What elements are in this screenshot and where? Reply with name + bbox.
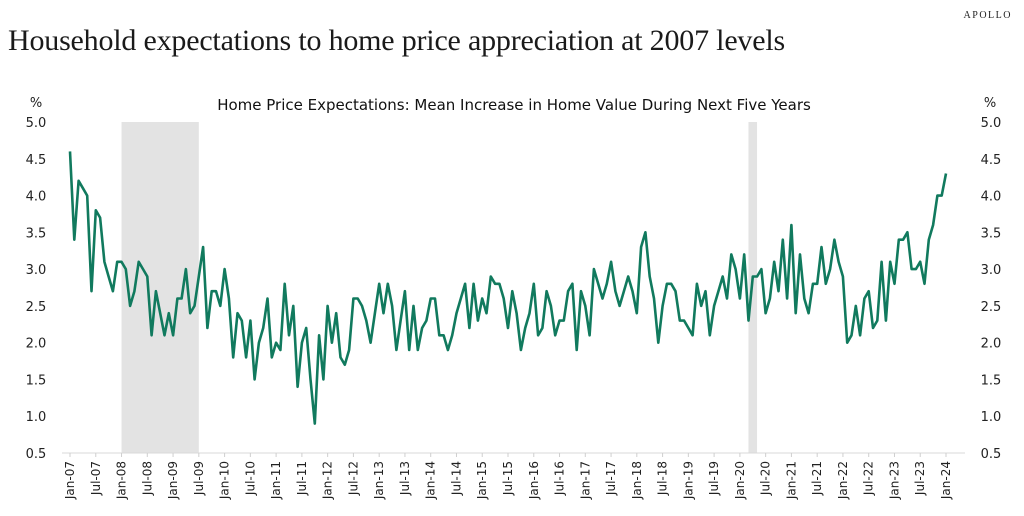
x-tick-label: Jan-23 xyxy=(887,461,901,500)
y-axis-left-unit: % xyxy=(30,96,42,111)
shaded-periods xyxy=(121,122,758,453)
x-tick-label: Jan-09 xyxy=(166,461,180,500)
headline: Household expectations to home price app… xyxy=(8,24,785,57)
y-tick-label-left: 0.5 xyxy=(26,447,47,462)
x-tick-label: Jan-24 xyxy=(939,461,953,500)
x-tick-label: Jul-07 xyxy=(89,461,103,496)
y-tick-label-left: 3.0 xyxy=(26,263,47,278)
x-tick-label: Jul-18 xyxy=(656,461,670,496)
y-tick-label-right: 1.0 xyxy=(981,410,1002,425)
series-group xyxy=(68,151,948,425)
x-tick-label: Jan-07 xyxy=(63,461,77,500)
x-tick-label: Jul-15 xyxy=(501,461,515,496)
y-tick-label-left: 2.5 xyxy=(26,300,47,315)
x-tick-label: Jan-19 xyxy=(681,461,695,500)
x-tick-label: Jan-10 xyxy=(218,461,232,500)
x-tick-label: Jul-21 xyxy=(810,461,824,496)
x-tick-label: Jan-20 xyxy=(733,461,747,500)
y-tick-label-right: 4.0 xyxy=(981,190,1002,205)
y-tick-label-right: 3.5 xyxy=(981,226,1002,241)
y-tick-label-left: 1.5 xyxy=(26,373,47,388)
x-tick-label: Jan-22 xyxy=(836,461,850,500)
x-tick-label: Jul-13 xyxy=(398,461,412,496)
y-tick-label-right: 0.5 xyxy=(981,447,1002,462)
y-tick-label-left: 4.5 xyxy=(26,153,47,168)
y-axis-right-unit: % xyxy=(984,96,996,111)
x-tick-label: Jul-17 xyxy=(604,461,618,496)
x-tick-label: Jul-11 xyxy=(295,461,309,496)
y-tick-label-left: 1.0 xyxy=(26,410,47,425)
series-line-0 xyxy=(68,151,948,425)
y-tick-label-left: 4.0 xyxy=(26,190,47,205)
x-tick-label: Jan-21 xyxy=(784,461,798,500)
x-tick-label: Jul-19 xyxy=(707,461,721,496)
x-tick-label: Jan-17 xyxy=(578,461,592,500)
y-tick-label-left: 5.0 xyxy=(26,116,47,131)
x-tick-label: Jan-16 xyxy=(527,461,541,500)
x-tick-label: Jan-12 xyxy=(321,461,335,500)
y-tick-label-right: 1.5 xyxy=(981,373,1002,388)
x-tick-label: Jul-12 xyxy=(346,461,360,496)
y-axis-right: 5.0 4.5 4.0 3.5 3.0 2.5 2.0 1.5 1.0 0.5 xyxy=(981,116,1002,462)
x-axis-ticks: Jan-07 Jul-07 Jan-08 Jul-08 Jan-09 Jul-09 Jan-… xyxy=(63,453,953,500)
x-tick-label: Jul-09 xyxy=(192,461,206,496)
x-tick-label: Jul-22 xyxy=(862,461,876,496)
x-tick-label: Jul-23 xyxy=(913,461,927,496)
y-tick-label-right: 3.0 xyxy=(981,263,1002,278)
x-tick-label: Jan-13 xyxy=(372,461,386,500)
y-axis-left: 5.0 4.5 4.0 3.5 3.0 2.5 2.0 1.5 1.0 0.5 xyxy=(26,116,47,462)
y-tick-label-left: 2.0 xyxy=(26,337,47,352)
x-tick-label: Jul-14 xyxy=(449,461,463,496)
x-tick-label: Jan-18 xyxy=(630,461,644,500)
x-tick-label: Jul-08 xyxy=(140,461,154,496)
y-tick-label-right: 2.0 xyxy=(981,337,1002,352)
chart-title: Home Price Expectations: Mean Increase i… xyxy=(217,96,811,114)
x-tick-label: Jul-16 xyxy=(553,461,567,496)
x-tick-label: Jul-10 xyxy=(243,461,257,496)
x-tick-label: Jan-08 xyxy=(115,461,129,500)
x-tick-label: Jan-15 xyxy=(475,461,489,500)
y-tick-label-left: 3.5 xyxy=(26,226,47,241)
x-tick-label: Jan-11 xyxy=(269,461,283,500)
y-tick-label-right: 5.0 xyxy=(981,116,1002,131)
brand-logo: APOLLO xyxy=(963,10,1012,21)
y-tick-label-right: 2.5 xyxy=(981,300,1002,315)
x-tick-label: Jul-20 xyxy=(759,461,773,496)
y-tick-label-right: 4.5 xyxy=(981,153,1002,168)
x-tick-label: Jan-14 xyxy=(424,461,438,500)
